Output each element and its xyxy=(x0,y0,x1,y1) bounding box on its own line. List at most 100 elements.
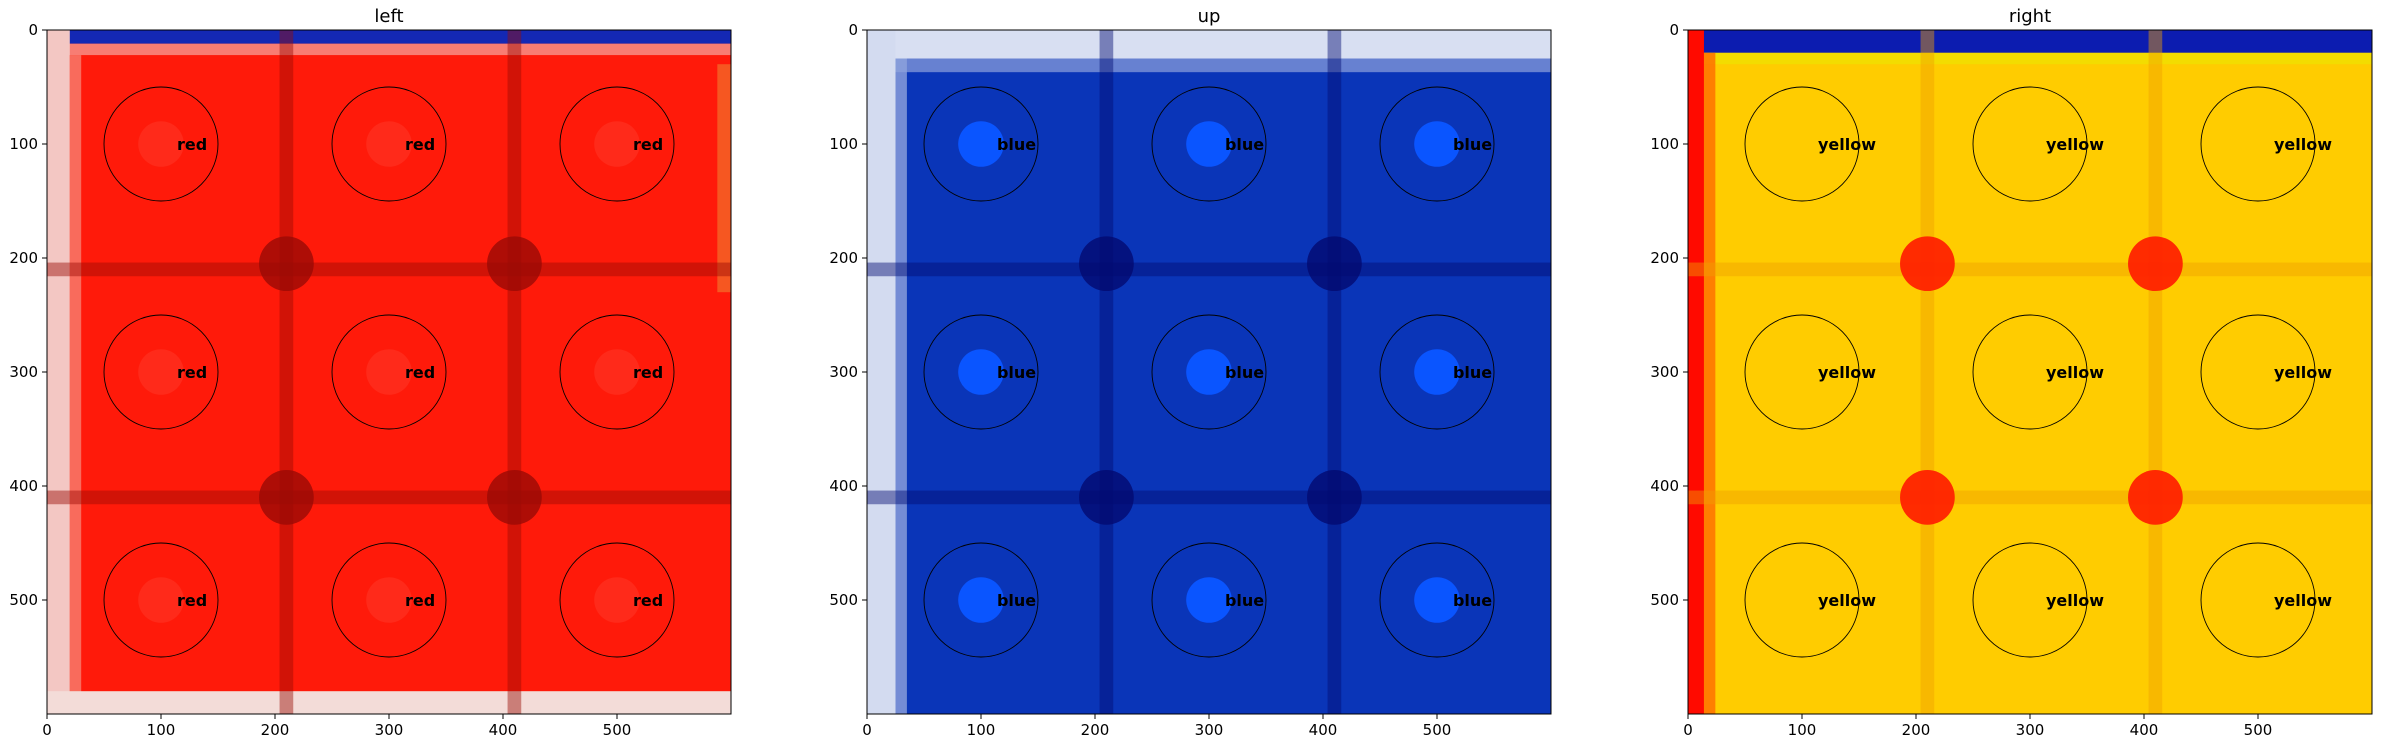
cell-label: blue xyxy=(1453,135,1492,154)
seam-vertical xyxy=(1099,30,1114,714)
panel-title: left xyxy=(374,6,403,27)
y-tick-label: 200 xyxy=(9,249,38,267)
y-tick-label: 300 xyxy=(829,363,858,381)
cell-label: red xyxy=(633,135,663,154)
cell-marker xyxy=(594,577,640,623)
cell-label: blue xyxy=(997,591,1036,610)
seam-vertical xyxy=(279,30,294,714)
cell: red xyxy=(331,86,447,202)
seam-horizontal xyxy=(867,262,1551,277)
cell-ring xyxy=(2200,86,2316,202)
left-fade xyxy=(867,30,896,714)
cell-label: blue xyxy=(1225,135,1264,154)
cell-label: red xyxy=(177,363,207,382)
cell: yellow xyxy=(1744,86,1876,202)
cell-marker xyxy=(1414,121,1460,167)
cell-ring xyxy=(559,314,675,430)
cell-marker xyxy=(594,349,640,395)
panel-title: right xyxy=(2009,6,2051,27)
cell: red xyxy=(559,86,675,202)
left-fade xyxy=(47,30,70,714)
cell-label: red xyxy=(633,363,663,382)
panel-right: right yellow yellow yellow yellow yellow yello… xyxy=(1650,6,2373,739)
cell-label: red xyxy=(633,591,663,610)
cell: yellow xyxy=(2200,86,2332,202)
cell: yellow xyxy=(1744,314,1876,430)
x-tick-label: 500 xyxy=(1423,721,1452,739)
cell: red xyxy=(103,542,219,658)
seam-vertical xyxy=(507,30,522,714)
cell-ring xyxy=(1972,314,2088,430)
x-tick-label: 400 xyxy=(489,721,518,739)
y-tick-label: 500 xyxy=(9,591,38,609)
cell-label: yellow xyxy=(2274,591,2332,610)
cell-label: yellow xyxy=(2046,135,2104,154)
cell: red xyxy=(103,314,219,430)
x-tick-label: 100 xyxy=(967,721,996,739)
top-band xyxy=(867,30,1551,59)
cell-ring xyxy=(1744,86,1860,202)
cell: blue xyxy=(1151,86,1267,202)
cell-marker xyxy=(958,349,1004,395)
cell: blue xyxy=(1379,542,1495,658)
seam-junction xyxy=(1900,236,1955,292)
cell-label: blue xyxy=(1453,363,1492,382)
y-tick-label: 100 xyxy=(829,135,858,153)
cell: blue xyxy=(923,542,1039,658)
cell-marker xyxy=(138,577,184,623)
cell-marker xyxy=(1186,349,1232,395)
x-tick-label: 200 xyxy=(261,721,290,739)
cell-label: yellow xyxy=(1818,363,1876,382)
cell-ring xyxy=(331,314,447,430)
bottom-fade xyxy=(47,691,731,714)
seam-horizontal xyxy=(867,490,1551,505)
cell-marker xyxy=(138,349,184,395)
seam-junction xyxy=(1079,236,1134,292)
cell-label: yellow xyxy=(1818,135,1876,154)
cell-label: blue xyxy=(997,363,1036,382)
cell-marker xyxy=(1186,121,1232,167)
cell-ring xyxy=(103,542,219,658)
seam-junction xyxy=(1079,470,1134,525)
seam-vertical xyxy=(1920,30,1935,714)
x-tick-label: 200 xyxy=(1081,721,1110,739)
cell-ring xyxy=(923,542,1039,658)
cell-ring xyxy=(1744,542,1860,658)
seam-junction xyxy=(1307,470,1362,525)
seam-vertical xyxy=(1327,30,1342,714)
seam-junction xyxy=(1900,470,1955,525)
y-tick-label: 300 xyxy=(1650,363,1679,381)
panel-up: up blue blue blue blue blue blue blue blue blue 0 1… xyxy=(829,6,1552,739)
seam-vertical xyxy=(2148,30,2163,714)
panel-left: left red red red red red red red red red 0 100 200 30… xyxy=(9,6,732,739)
x-tick-label: 300 xyxy=(375,721,404,739)
y-tick-label: 200 xyxy=(1650,249,1679,267)
seam-junction xyxy=(2128,470,2183,525)
cell-ring xyxy=(103,314,219,430)
cell-label: yellow xyxy=(2274,363,2332,382)
cell-ring xyxy=(1151,542,1267,658)
cell: red xyxy=(103,86,219,202)
x-tick-label: 0 xyxy=(1683,721,1693,739)
cell: blue xyxy=(923,86,1039,202)
cell: yellow xyxy=(2200,542,2332,658)
cell-label: red xyxy=(405,135,435,154)
seam-junction xyxy=(1307,236,1362,292)
cell-marker xyxy=(1414,349,1460,395)
cell-marker xyxy=(594,121,640,167)
seam-junction xyxy=(487,470,542,525)
y-tick-label: 200 xyxy=(829,249,858,267)
cell-ring xyxy=(2200,314,2316,430)
cell-ring xyxy=(1744,314,1860,430)
cell-label: yellow xyxy=(2274,135,2332,154)
cell-label: red xyxy=(405,363,435,382)
cell-ring xyxy=(1972,542,2088,658)
cell: yellow xyxy=(1972,86,2104,202)
y-tick-label: 0 xyxy=(848,21,858,39)
x-tick-label: 300 xyxy=(2016,721,2045,739)
seam-junction xyxy=(259,470,314,525)
x-tick-label: 100 xyxy=(147,721,176,739)
left-fade-inner xyxy=(69,55,82,714)
cell: red xyxy=(331,542,447,658)
cell-label: red xyxy=(405,591,435,610)
